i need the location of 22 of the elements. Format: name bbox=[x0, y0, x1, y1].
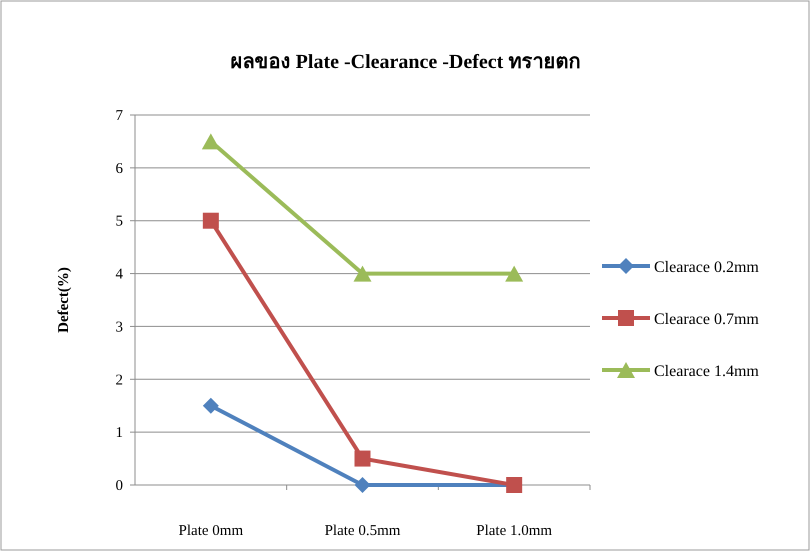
point bbox=[354, 477, 370, 493]
y-tick-label: 4 bbox=[116, 266, 124, 283]
point bbox=[354, 266, 372, 282]
y-axis-title: Defect(%) bbox=[56, 267, 72, 333]
y-tick-label: 7 bbox=[116, 108, 124, 124]
y-tick-label: 1 bbox=[116, 425, 123, 442]
legend-label: Clearace 0.2mm bbox=[654, 259, 760, 276]
x-tick-label: Plate 0.5mm bbox=[324, 523, 401, 539]
y-tick-label: 6 bbox=[116, 160, 124, 177]
y-tick-label: 2 bbox=[116, 372, 123, 388]
y-tick-label: 0 bbox=[116, 478, 123, 494]
x-tick-label: Plate 0mm bbox=[178, 523, 244, 539]
point bbox=[354, 450, 370, 467]
chart-title: ผลของ Plate -Clearance -Defect ทรายตก bbox=[230, 51, 580, 73]
y-tick-label: 5 bbox=[116, 214, 123, 230]
point bbox=[202, 398, 219, 414]
point bbox=[202, 212, 219, 229]
legend-label: Clearace 1.4mm bbox=[654, 363, 760, 380]
y-tick-label: 3 bbox=[116, 319, 123, 336]
legend-label: Clearace 0.7mm bbox=[654, 311, 760, 328]
x-tick-label: Plate 1.0mm bbox=[476, 523, 552, 539]
point bbox=[505, 266, 524, 282]
